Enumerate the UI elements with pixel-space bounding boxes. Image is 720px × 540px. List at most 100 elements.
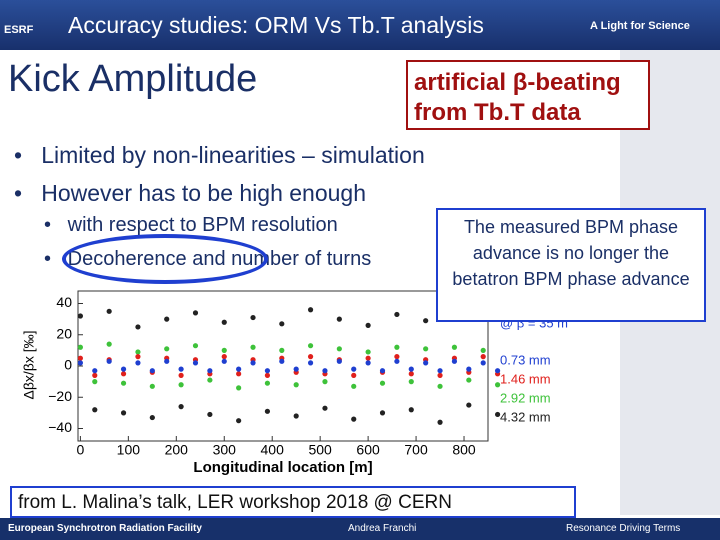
point — [135, 324, 141, 330]
point — [178, 404, 184, 410]
footer-center: Andrea Franchi — [348, 523, 417, 534]
y-tick-label: 40 — [56, 294, 72, 310]
point — [164, 346, 170, 352]
point — [379, 410, 386, 416]
point — [336, 346, 342, 352]
point — [322, 379, 328, 385]
point — [264, 408, 271, 414]
point — [221, 347, 227, 353]
point — [236, 385, 242, 391]
header-title: Accuracy studies: ORM Vs Tb.T analysis — [68, 12, 484, 38]
callout-box: The measured BPM phase advance is no lon… — [436, 208, 706, 322]
point — [494, 411, 501, 418]
point — [92, 379, 98, 385]
point — [120, 371, 127, 377]
y-tick-label: 20 — [56, 325, 72, 341]
point — [365, 322, 371, 328]
point — [279, 321, 285, 327]
point — [92, 372, 98, 378]
point — [178, 366, 184, 372]
point — [207, 411, 213, 418]
legend-entry: 2.92 mm — [500, 390, 551, 405]
point — [437, 368, 443, 374]
point — [207, 377, 213, 383]
plot-frame — [77, 290, 489, 442]
point — [106, 308, 112, 314]
point — [336, 316, 342, 322]
point — [164, 316, 170, 322]
point — [437, 383, 443, 389]
point — [178, 382, 184, 388]
point — [120, 410, 127, 416]
point — [192, 360, 199, 366]
point — [221, 358, 227, 364]
point — [307, 307, 314, 313]
point — [120, 380, 127, 386]
point — [77, 344, 83, 350]
point — [394, 354, 400, 360]
callout-red: artificial β-beating from Tb.T data — [406, 60, 650, 130]
point — [408, 371, 414, 377]
point — [351, 383, 357, 389]
point — [365, 349, 371, 355]
point — [379, 368, 386, 374]
x-tick-label: 100 — [117, 442, 141, 458]
point — [236, 371, 242, 377]
point — [178, 372, 184, 378]
point — [250, 360, 256, 366]
point — [451, 358, 458, 364]
point — [149, 414, 155, 421]
x-tick-label: 600 — [356, 442, 380, 458]
footer-bar — [0, 518, 720, 540]
point — [236, 418, 242, 424]
point — [92, 407, 98, 413]
point — [149, 383, 155, 389]
point — [394, 358, 400, 364]
point — [494, 382, 501, 388]
x-tick-label: 400 — [261, 442, 285, 458]
point — [293, 366, 299, 372]
legend-entry: 0.73 mm — [500, 352, 551, 367]
logo: ESRF — [4, 24, 34, 36]
point — [351, 372, 357, 378]
point — [408, 366, 414, 372]
point — [480, 360, 486, 366]
x-tick-label: 0 — [76, 442, 84, 458]
point — [264, 372, 271, 378]
x-tick-label: 300 — [213, 442, 237, 458]
point — [322, 405, 328, 411]
source-note: from L. Malina’s talk, LER workshop 2018… — [10, 486, 576, 518]
point — [466, 377, 472, 383]
point — [351, 416, 357, 422]
y-tick-label: 0 — [64, 357, 72, 373]
point — [120, 366, 127, 372]
bullet: • However has to be high enough — [14, 180, 367, 206]
legend-entry: 4.32 mm — [500, 409, 551, 424]
bullet: • Limited by non-linearities – simulatio… — [14, 142, 425, 168]
point — [365, 360, 371, 366]
point — [164, 358, 170, 364]
point — [250, 314, 256, 321]
y-axis-label: Δβx/βx [‰] — [21, 330, 37, 399]
point — [322, 368, 328, 374]
point — [77, 355, 83, 361]
point — [408, 379, 414, 385]
point — [437, 372, 443, 378]
x-tick-label: 200 — [165, 442, 189, 458]
point — [293, 382, 299, 388]
header-bar — [0, 0, 720, 50]
legend-entry: 1.46 mm — [500, 371, 551, 386]
point — [480, 347, 486, 353]
point — [221, 354, 227, 360]
x-tick-label: 700 — [404, 442, 428, 458]
x-tick-label: 500 — [308, 442, 332, 458]
point — [92, 368, 98, 374]
y-tick-label: −40 — [48, 419, 72, 435]
point — [437, 419, 443, 425]
y-tick-label: −20 — [48, 388, 72, 404]
bullet-text: Limited by non-linearities – simulation — [41, 142, 425, 168]
sub-bullet: • with respect to BPM resolution — [44, 214, 338, 236]
point — [494, 368, 501, 374]
point — [264, 368, 271, 374]
